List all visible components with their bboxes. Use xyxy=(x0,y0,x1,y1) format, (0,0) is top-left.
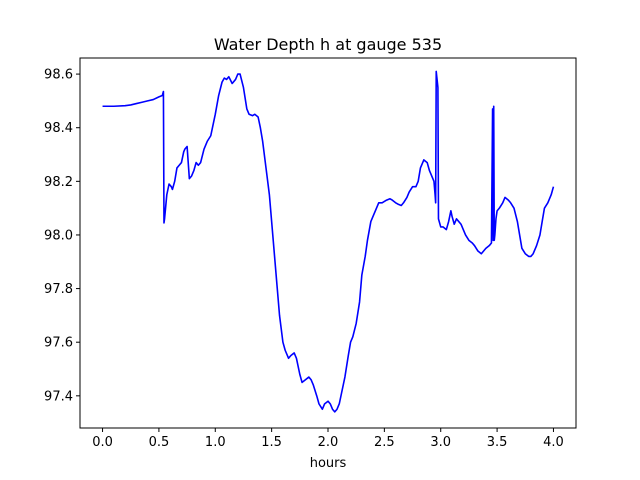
x-tick-label: 3.0 xyxy=(430,435,451,450)
x-axis-label: hours xyxy=(310,456,347,471)
x-tick-label: 1.0 xyxy=(205,435,226,450)
y-tick-label: 98.4 xyxy=(44,121,73,136)
y-tick-label: 98.6 xyxy=(44,68,73,83)
x-tick-label: 0.5 xyxy=(149,435,170,450)
y-tick-label: 97.4 xyxy=(44,389,73,404)
chart-title: Water Depth h at gauge 535 xyxy=(214,35,442,54)
x-tick-label: 1.5 xyxy=(261,435,282,450)
y-tick-label: 97.6 xyxy=(44,336,73,351)
y-tick-label: 97.8 xyxy=(44,282,73,297)
plot-area xyxy=(80,58,576,428)
y-tick-label: 98.2 xyxy=(44,175,73,190)
y-tick-label: 98.0 xyxy=(44,228,73,243)
x-tick-label: 4.0 xyxy=(543,435,564,450)
x-tick-label: 3.5 xyxy=(487,435,508,450)
water-depth-line xyxy=(102,70,555,413)
x-tick-label: 2.0 xyxy=(318,435,339,450)
x-tick-label: 0.0 xyxy=(92,435,113,450)
plot-frame xyxy=(79,57,577,429)
x-tick-label: 2.5 xyxy=(374,435,395,450)
y-axis-ticks: 97.4 97.6 97.8 98.0 98.2 98.4 98.6 xyxy=(44,68,80,404)
x-axis-ticks: 0.0 0.5 1.0 1.5 2.0 2.5 3.0 3.5 4.0 xyxy=(92,428,564,450)
